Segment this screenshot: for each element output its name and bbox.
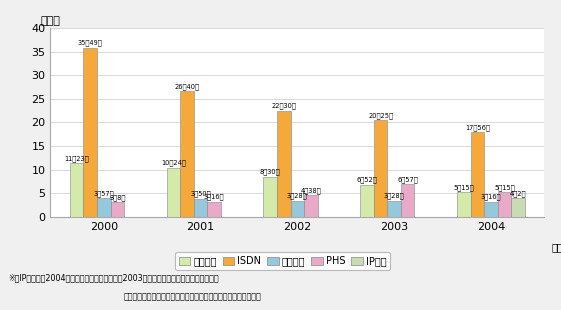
Bar	[291, 201, 304, 217]
Text: 17分56秒: 17分56秒	[465, 124, 490, 131]
Text: 8分30秒: 8分30秒	[260, 169, 280, 175]
Bar	[374, 121, 387, 217]
Bar	[111, 202, 124, 217]
Text: 3分16秒: 3分16秒	[481, 193, 501, 200]
Text: 22分30秒: 22分30秒	[272, 103, 296, 109]
Text: 6分57秒: 6分57秒	[397, 176, 418, 183]
Bar	[84, 48, 97, 217]
Text: 6分52秒: 6分52秒	[357, 176, 378, 183]
Text: （分）: （分）	[40, 16, 61, 26]
Bar	[484, 202, 498, 217]
Text: 5分15秒: 5分15秒	[453, 184, 474, 191]
Text: 4分2秒: 4分2秒	[510, 190, 526, 197]
Text: 11分23秒: 11分23秒	[65, 155, 89, 162]
Bar	[277, 111, 291, 217]
Bar	[97, 198, 111, 217]
Text: 26分40秒: 26分40秒	[174, 83, 200, 90]
Bar	[70, 163, 84, 217]
Bar	[304, 195, 318, 217]
Bar	[208, 202, 221, 217]
Text: ※　IP電話は、2004年度から集計。そのため、2003年度以前の数値には含まれていない: ※ IP電話は、2004年度から集計。そのため、2003年度以前の数値には含まれ…	[8, 273, 219, 282]
Text: 3分8秒: 3分8秒	[109, 194, 126, 201]
Text: 35分49秒: 35分49秒	[78, 40, 103, 46]
Bar	[264, 177, 277, 217]
Bar	[360, 184, 374, 217]
Bar	[194, 199, 208, 217]
Text: 3分50秒: 3分50秒	[190, 191, 211, 197]
Bar	[457, 192, 471, 217]
Legend: 加入電話, ISDN, 携帯電話, PHS, IP電話: 加入電話, ISDN, 携帯電話, PHS, IP電話	[175, 252, 390, 270]
Text: 3分28秒: 3分28秒	[384, 193, 404, 199]
Text: 3分57秒: 3分57秒	[94, 190, 114, 197]
Bar	[401, 184, 415, 217]
Bar	[471, 132, 484, 217]
Text: 5分15秒: 5分15秒	[494, 184, 515, 191]
Text: 10分24秒: 10分24秒	[161, 160, 186, 166]
Text: 総務省「トラヒックからみた我が国の通信利用状況」により作成: 総務省「トラヒックからみた我が国の通信利用状況」により作成	[123, 292, 261, 301]
Text: 4分38秒: 4分38秒	[301, 187, 321, 194]
Bar	[511, 198, 525, 217]
Bar	[167, 168, 180, 217]
Text: 20分25秒: 20分25秒	[368, 113, 393, 119]
Text: 3分28秒: 3分28秒	[287, 193, 307, 199]
Text: （年度）: （年度）	[551, 242, 561, 252]
Bar	[498, 192, 511, 217]
Bar	[387, 201, 401, 217]
Bar	[180, 91, 194, 217]
Text: 3分16秒: 3分16秒	[204, 193, 224, 200]
